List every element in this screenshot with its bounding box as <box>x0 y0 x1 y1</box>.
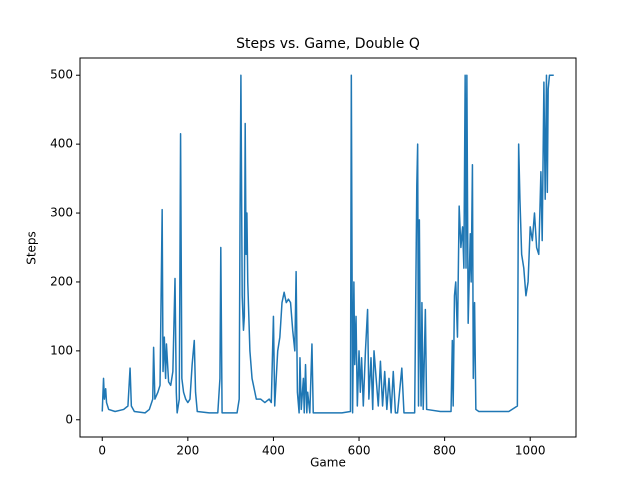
y-tick-label: 100 <box>50 343 73 357</box>
x-tick-label: 1000 <box>515 444 546 458</box>
x-tick-label: 600 <box>348 444 371 458</box>
y-tick-label: 500 <box>50 68 73 82</box>
y-tick-label: 400 <box>50 137 73 151</box>
y-tick-label: 300 <box>50 206 73 220</box>
plot-frame <box>79 57 577 438</box>
x-axis-label: Game <box>310 456 346 470</box>
x-tick-label: 200 <box>176 444 199 458</box>
x-tick-label: 400 <box>262 444 285 458</box>
y-tick-label: 200 <box>50 274 73 288</box>
x-tick-label: 800 <box>433 444 456 458</box>
y-tick-label: 0 <box>65 412 73 426</box>
chart-title: Steps vs. Game, Double Q <box>236 36 420 52</box>
y-axis-label: Steps <box>25 231 39 265</box>
x-tick-label: 0 <box>98 444 106 458</box>
data-line <box>101 74 554 414</box>
